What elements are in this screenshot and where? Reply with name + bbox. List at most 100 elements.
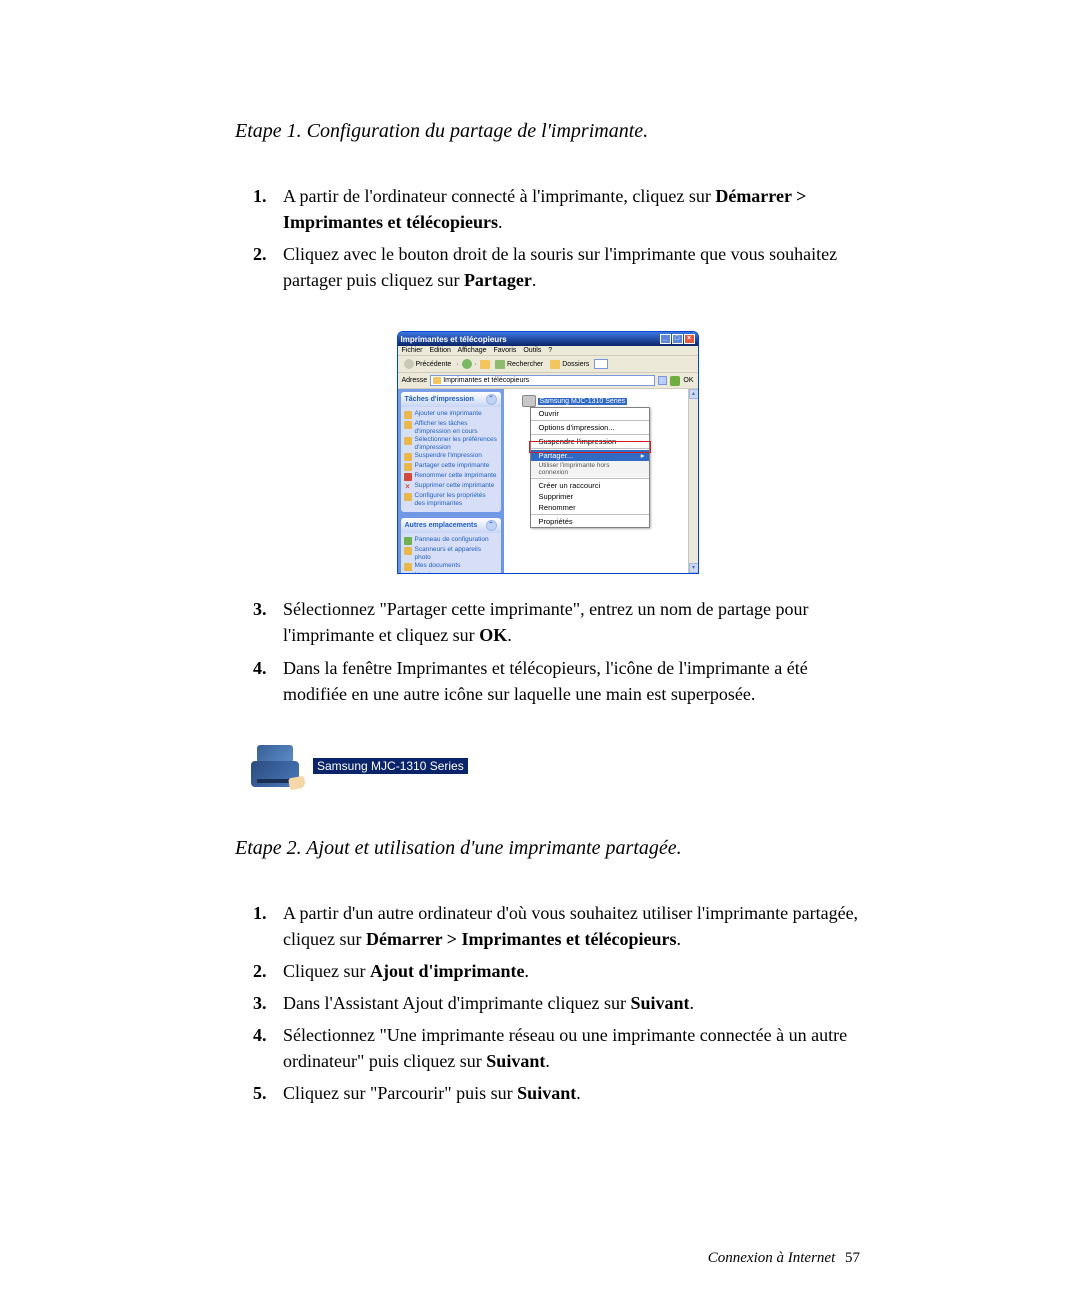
minimize-button[interactable]: _ [660,334,671,344]
list-num: 2. [253,958,267,984]
toolbar: Précédente · · Rechercher Dossiers [398,356,698,373]
bold-text: Ajout d'imprimante [370,961,525,981]
go-label: OK [683,377,693,384]
menu-item[interactable]: Fichier [402,347,423,354]
step2-item-4: 4. Sélectionnez "Une imprimante réseau o… [283,1022,860,1074]
label: Sélectionner les préférences d'impressio… [415,436,498,451]
step1-item-2: 2. Cliquez avec le bouton droit de la so… [283,241,860,293]
label: Supprimer cette imprimante [415,482,495,489]
panel-title: Tâches d'impression [405,396,474,403]
view-button[interactable] [594,359,608,369]
ctx-offline[interactable]: Utiliser l'imprimante hors connexion [531,461,649,477]
window-title: Imprimantes et télécopieurs [401,335,659,344]
search-icon [495,360,505,369]
ctx-share[interactable]: Partager... [531,450,649,461]
ctx-open[interactable]: Ouvrir [531,408,649,419]
tasks-panel: Tâches d'impression ⌃ Ajouter une imprima… [401,392,501,512]
folder-icon [404,547,412,555]
task-link[interactable]: Mes images [404,572,498,574]
address-input[interactable]: Imprimantes et télécopieurs [430,375,655,386]
printer-name: Samsung MJC-1310 Series [538,398,628,405]
panel-header[interactable]: Autres emplacements⌃ [401,518,501,533]
label: Renommer cette imprimante [415,472,497,479]
ctx-delete[interactable]: Supprimer [531,491,649,502]
collapse-icon[interactable]: ⌃ [486,520,497,531]
ctx-properties[interactable]: Propriétés [531,516,649,527]
search-button[interactable]: Rechercher [493,359,545,370]
label: Afficher les tâches d'impression en cour… [415,420,498,435]
text: Dans la fenêtre Imprimantes et télécopie… [283,658,808,704]
task-icon [404,411,412,419]
text: . [576,1083,581,1103]
dropdown-icon[interactable] [658,376,667,385]
label: Mes images [415,572,450,574]
menu-item[interactable]: Edition [429,347,450,354]
task-link[interactable]: Configurer les propriétés des imprimante… [404,492,498,507]
text: Sélectionnez "Partager cette imprimante"… [283,599,808,645]
menu-item[interactable]: Affichage [457,347,486,354]
folders-button[interactable]: Dossiers [548,359,591,370]
folder-icon [550,360,560,369]
menubar: Fichier Edition Affichage Favoris Outils… [398,346,698,356]
maximize-button[interactable]: □ [672,334,683,344]
task-link[interactable]: Afficher les tâches d'impression en cour… [404,420,498,435]
xp-window: Imprimantes et télécopieurs _ □ × Fichie… [397,331,699,574]
printer-item[interactable]: Samsung MJC-1310 Series [522,395,628,407]
label: Dossiers [562,361,589,368]
close-button[interactable]: × [684,334,695,344]
panel-header[interactable]: Tâches d'impression ⌃ [401,392,501,407]
menu-item[interactable]: ? [548,347,552,354]
task-icon [404,493,412,501]
ctx-suspend[interactable]: Suspendre l'impression [531,436,649,447]
label: Ajouter une imprimante [415,410,482,417]
printer-icon [522,395,536,407]
ctx-rename[interactable]: Renommer [531,502,649,513]
scrollbar[interactable]: ▴ ▾ [688,389,698,573]
text: . [498,212,503,232]
label: Rechercher [507,361,543,368]
menu-item[interactable]: Outils [523,347,541,354]
menu-item[interactable]: Favoris [493,347,516,354]
sidebar: Tâches d'impression ⌃ Ajouter une imprima… [398,389,504,573]
label: Suspendre l'impression [415,452,482,459]
task-link[interactable]: Ajouter une imprimante [404,410,498,419]
task-link[interactable]: Suspendre l'impression [404,452,498,461]
context-menu: Ouvrir Options d'impression... Suspendre… [530,407,650,528]
list-num: 3. [253,990,267,1016]
list-num: 5. [253,1080,267,1106]
bold-text: Démarrer > Imprimantes et télécopieurs [366,929,677,949]
task-icon [404,463,412,471]
task-icon [404,421,412,429]
task-link[interactable]: Panneau de configuration [404,536,498,545]
shared-printer-figure: Samsung MJC-1310 Series [251,745,860,787]
task-link[interactable]: ×Supprimer cette imprimante [404,482,498,491]
shared-printer-label: Samsung MJC-1310 Series [313,758,468,774]
task-link[interactable]: Mes documents [404,562,498,571]
label: Panneau de configuration [415,536,489,543]
text: . [545,1051,550,1071]
task-link[interactable]: Partager cette imprimante [404,462,498,471]
back-button[interactable]: Précédente [402,358,454,370]
scroll-down-icon[interactable]: ▾ [689,563,699,573]
delete-icon: × [404,483,412,491]
collapse-icon[interactable]: ⌃ [486,394,497,405]
ctx-shortcut[interactable]: Créer un raccourci [531,480,649,491]
forward-icon[interactable] [462,359,472,369]
list-num: 1. [253,900,267,926]
step1-list-cont: 3. Sélectionnez "Partager cette impriman… [235,596,860,706]
step2-item-3: 3. Dans l'Assistant Ajout d'imprimante c… [283,990,860,1016]
titlebar: Imprimantes et télécopieurs _ □ × [398,332,698,346]
page-number: 57 [845,1250,860,1266]
list-num: 4. [253,655,267,681]
label: Précédente [416,361,452,368]
scroll-up-icon[interactable]: ▴ [689,389,699,399]
address-label: Adresse [402,377,428,384]
task-link[interactable]: Renommer cette imprimante [404,472,498,481]
task-link[interactable]: Scanneurs et appareils photo [404,546,498,561]
go-button[interactable] [670,376,680,386]
task-link[interactable]: Sélectionner les préférences d'impressio… [404,436,498,451]
up-icon[interactable] [480,360,490,369]
ctx-options[interactable]: Options d'impression... [531,422,649,433]
text: . [532,270,537,290]
text: . [689,993,694,1013]
